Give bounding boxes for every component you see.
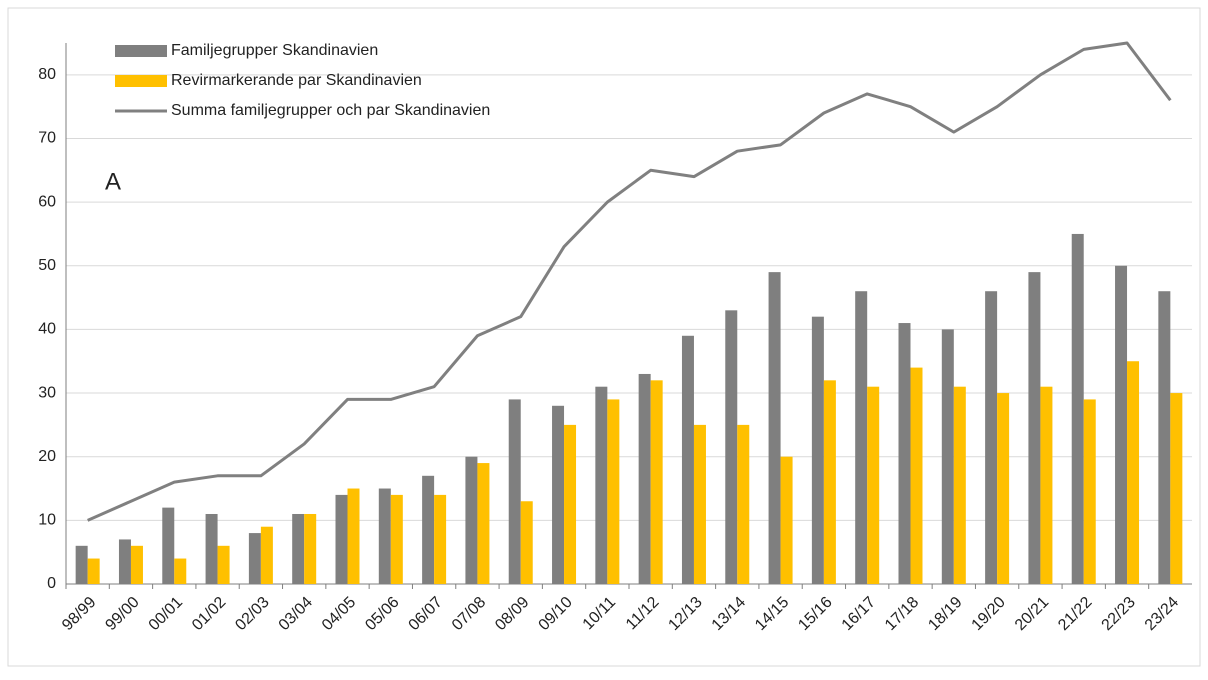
- bar: [997, 393, 1010, 584]
- bar: [1083, 399, 1096, 584]
- bar: [564, 424, 577, 584]
- bar: [390, 494, 403, 584]
- bar: [737, 424, 750, 584]
- y-tick-label: 0: [47, 575, 56, 592]
- bar: [725, 310, 738, 584]
- bar: [260, 526, 273, 584]
- bar: [985, 291, 998, 584]
- bar: [1170, 393, 1183, 584]
- line: [87, 41, 1172, 522]
- legend-swatch: [115, 75, 167, 87]
- legend-swatch: [115, 45, 167, 57]
- bar: [162, 507, 175, 584]
- legend-label: Familjegrupper Skandinavien: [171, 42, 378, 59]
- bar: [118, 539, 131, 584]
- bar: [552, 405, 565, 584]
- bar: [780, 456, 793, 584]
- bar: [867, 386, 880, 584]
- bar: [248, 533, 261, 584]
- y-tick-label: 20: [38, 448, 56, 465]
- y-tick-label: 60: [38, 193, 56, 210]
- bar: [768, 272, 781, 584]
- bar: [174, 558, 187, 584]
- bar: [335, 494, 348, 584]
- legend-label: Summa familjegrupper och par Skandinavie…: [171, 102, 490, 119]
- bar: [1040, 386, 1053, 584]
- bar: [941, 329, 954, 584]
- legend-label: Revirmarkerande par Skandinavien: [171, 72, 422, 89]
- bar: [855, 291, 868, 584]
- bar: [292, 513, 305, 584]
- bar: [434, 494, 447, 584]
- bar: [823, 380, 836, 584]
- bar: [607, 399, 620, 584]
- y-tick-label: 30: [38, 384, 56, 401]
- bar: [205, 513, 218, 584]
- annotation: A: [105, 168, 121, 195]
- bar: [378, 488, 391, 584]
- bar: [130, 545, 143, 584]
- y-tick-label: 50: [38, 257, 56, 274]
- bar: [1158, 291, 1171, 584]
- bar: [811, 316, 824, 584]
- bar: [595, 386, 608, 584]
- bar: [898, 323, 911, 584]
- bar: [422, 475, 435, 584]
- bar: [520, 501, 533, 584]
- bar: [1127, 361, 1140, 584]
- bar: [1115, 265, 1128, 584]
- bar: [477, 463, 490, 584]
- y-tick-label: 10: [38, 512, 56, 529]
- bar: [681, 335, 694, 584]
- bar: [650, 380, 663, 584]
- bar: [693, 424, 706, 584]
- y-tick-label: 40: [38, 321, 56, 338]
- y-tick-label: 70: [38, 130, 56, 147]
- bar: [508, 399, 521, 584]
- bar: [953, 386, 966, 584]
- bar: [465, 456, 478, 584]
- bar: [1071, 233, 1084, 585]
- bar: [910, 367, 923, 584]
- bar: [87, 558, 100, 584]
- bar: [217, 545, 230, 584]
- bar: [75, 545, 88, 584]
- y-tick-label: 80: [38, 66, 56, 83]
- bar: [638, 373, 651, 584]
- bar: [1028, 272, 1041, 584]
- bar: [304, 513, 317, 584]
- bar: [347, 488, 360, 584]
